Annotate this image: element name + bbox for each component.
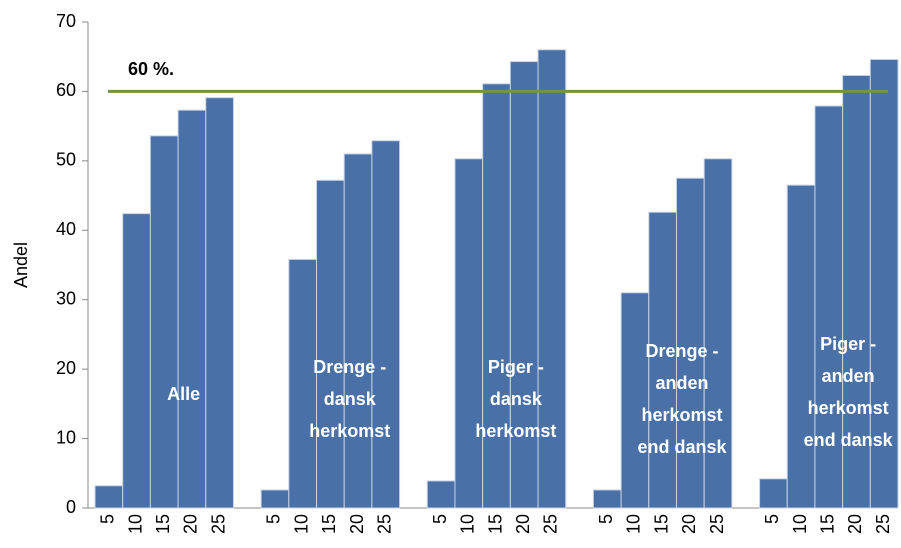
x-tick-label: 20 xyxy=(181,514,201,534)
x-tick-label: 5 xyxy=(430,514,450,524)
bar xyxy=(205,97,234,509)
bar xyxy=(675,177,705,509)
bar xyxy=(869,58,899,509)
bar xyxy=(260,489,290,509)
group-label: dansk xyxy=(490,389,543,409)
bar xyxy=(537,49,567,509)
bar xyxy=(94,485,124,509)
x-tick-label: 10 xyxy=(125,514,145,534)
group-label: Drenge - xyxy=(646,341,719,361)
bar xyxy=(759,478,788,509)
group-label: anden xyxy=(822,366,875,386)
y-tick-label: 10 xyxy=(56,427,76,447)
bar xyxy=(149,135,179,509)
y-tick-label: 70 xyxy=(56,11,76,31)
group-label: Alle xyxy=(167,384,200,404)
group-label: anden xyxy=(656,373,709,393)
x-tick-label: 10 xyxy=(458,514,478,534)
bar xyxy=(288,258,318,509)
y-tick-label: 50 xyxy=(56,150,76,170)
bar xyxy=(454,158,484,509)
bar xyxy=(343,153,373,509)
bar xyxy=(786,184,816,509)
x-tick-label: 5 xyxy=(596,514,616,524)
x-tick-label: 25 xyxy=(707,514,727,534)
group-label: end dansk xyxy=(804,430,894,450)
x-tick-label: 15 xyxy=(485,514,505,534)
x-tick-label: 10 xyxy=(790,514,810,534)
group-label: Piger - xyxy=(488,357,544,377)
x-tick-label: 15 xyxy=(153,514,173,534)
y-tick-label: 0 xyxy=(66,497,76,517)
y-tick-label: 60 xyxy=(56,80,76,100)
group-label: Piger - xyxy=(820,334,876,354)
bar xyxy=(620,292,650,509)
y-axis-label: Andel xyxy=(11,242,31,288)
x-tick-label: 25 xyxy=(208,514,228,534)
x-tick-label: 20 xyxy=(347,514,367,534)
x-tick-label: 5 xyxy=(762,514,782,524)
bar xyxy=(177,109,207,509)
group-label: Drenge - xyxy=(313,357,386,377)
group-label: herkomst xyxy=(475,421,556,441)
x-tick-label: 15 xyxy=(818,514,838,534)
bar xyxy=(316,179,345,509)
group-label: herkomst xyxy=(309,421,390,441)
y-tick-label: 40 xyxy=(56,219,76,239)
y-tick-label: 20 xyxy=(56,358,76,378)
reference-label: 60 %. xyxy=(128,59,174,79)
group-label: herkomst xyxy=(808,398,889,418)
bar xyxy=(842,74,871,509)
bar xyxy=(426,480,456,509)
x-tick-label: 10 xyxy=(624,514,644,534)
x-tick-label: 25 xyxy=(541,514,561,534)
x-tick-label: 15 xyxy=(319,514,339,534)
bar xyxy=(371,140,401,509)
bar xyxy=(703,158,733,509)
bar xyxy=(592,489,622,509)
bar xyxy=(814,105,844,509)
x-tick-label: 10 xyxy=(291,514,311,534)
group-label: herkomst xyxy=(642,405,723,425)
x-tick-label: 25 xyxy=(873,514,893,534)
bar xyxy=(122,213,151,509)
bar xyxy=(648,211,677,509)
x-tick-label: 5 xyxy=(98,514,118,524)
group-label: dansk xyxy=(324,389,377,409)
x-tick-label: 20 xyxy=(679,514,699,534)
x-tick-label: 20 xyxy=(845,514,865,534)
y-tick-label: 30 xyxy=(56,288,76,308)
bar xyxy=(482,83,511,509)
x-tick-label: 25 xyxy=(374,514,394,534)
x-tick-label: 5 xyxy=(264,514,284,524)
x-tick-label: 15 xyxy=(651,514,671,534)
group-label: end dansk xyxy=(638,437,728,457)
bar xyxy=(509,61,539,509)
x-tick-label: 20 xyxy=(513,514,533,534)
